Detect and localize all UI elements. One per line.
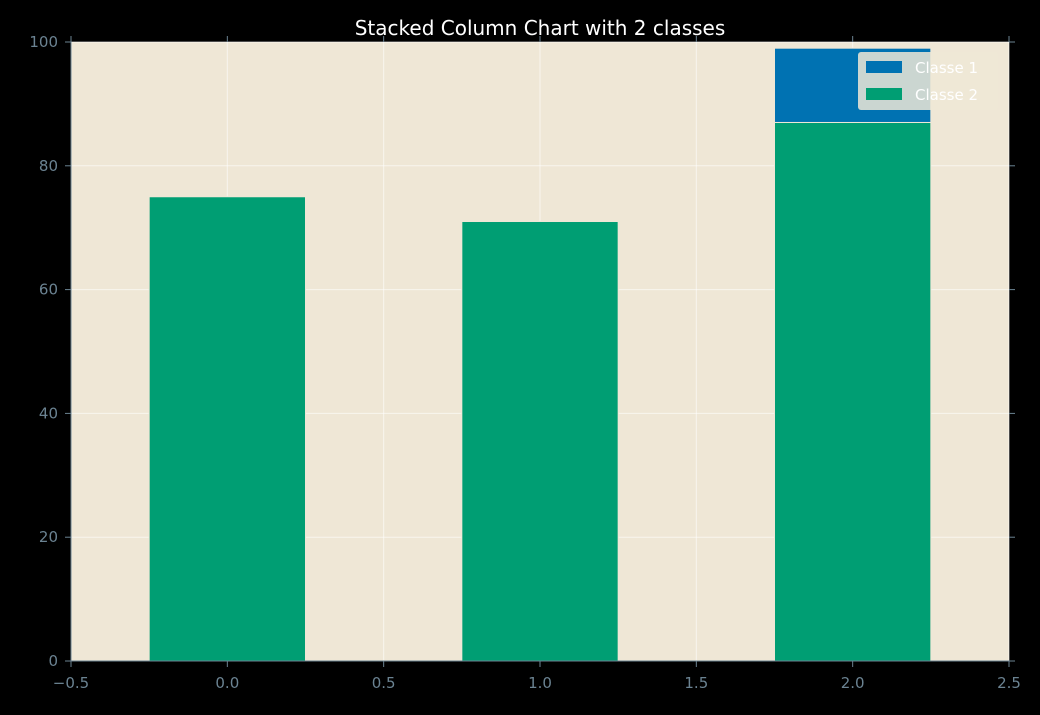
x-tick-label: 1.0 [528, 674, 552, 692]
legend-label: Classe 1 [915, 59, 978, 77]
x-tick-label: 1.5 [684, 674, 708, 692]
y-tick-label: 80 [39, 157, 58, 175]
tick-labels: −0.5 0.0 0.5 1.0 1.5 2.0 2.5 0 20 40 60 80 100 [29, 33, 1021, 692]
legend-label: Classe 2 [915, 86, 978, 104]
axes [65, 36, 1015, 667]
bar-classe-2 [774, 121, 932, 662]
x-tick-label: 2.5 [997, 674, 1021, 692]
x-tick-label: 2.0 [841, 674, 865, 692]
y-tick-label: 0 [48, 652, 58, 670]
y-tick-label: 100 [29, 33, 58, 51]
y-tick-label: 40 [39, 404, 58, 422]
y-tick-label: 20 [39, 528, 58, 546]
legend-swatch [866, 88, 902, 100]
legend: Classe 1 Classe 2 [858, 52, 998, 110]
x-tick-label: 0.5 [372, 674, 396, 692]
legend-swatch [866, 61, 902, 73]
x-tick-label: 0.0 [215, 674, 239, 692]
chart-title: Stacked Column Chart with 2 classes [355, 16, 726, 40]
bars [148, 47, 932, 662]
bar-classe-2 [461, 221, 619, 662]
bar-classe-2 [148, 196, 306, 662]
x-tick-label: −0.5 [53, 674, 89, 692]
y-tick-label: 60 [39, 281, 58, 299]
